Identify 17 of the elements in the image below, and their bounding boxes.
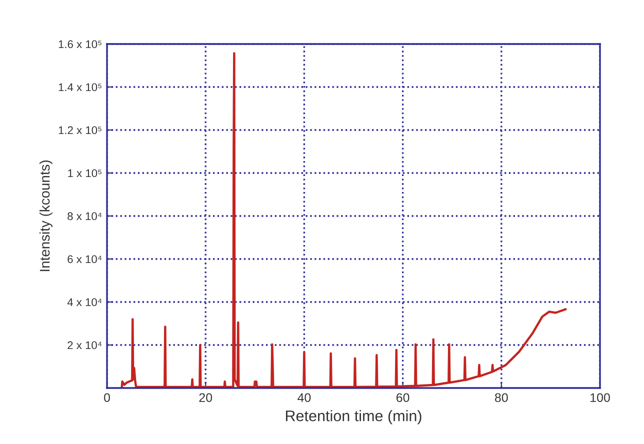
- y-tick-label: 1 x 10⁵: [68, 169, 102, 178]
- x-tick-label: 100: [590, 393, 610, 402]
- x-tick-label: 60: [396, 393, 410, 402]
- x-tick-label: 80: [494, 393, 508, 402]
- x-tick-label: 40: [298, 393, 311, 402]
- y-tick-label: 4 x 10⁴: [67, 298, 102, 306]
- x-tick-label: 20: [199, 393, 212, 402]
- x-axis-title: Retention time (min): [286, 410, 422, 424]
- y-axis-title: Intensity (kcounts): [40, 160, 52, 272]
- y-tick-label: 2 x 10⁴: [68, 341, 102, 350]
- y-tick-label: 6 x 10⁴: [68, 255, 102, 264]
- y-tick-label: 1.6 x 10⁵: [58, 40, 102, 48]
- y-tick-label: 8 x 10⁴: [68, 212, 102, 220]
- y-tick-label: 1.4 x 10⁵: [58, 83, 102, 92]
- y-tick-label: 1.2 x 10⁵: [58, 126, 102, 134]
- x-tick-label: 0: [104, 393, 110, 402]
- line-series: [120, 52, 567, 388]
